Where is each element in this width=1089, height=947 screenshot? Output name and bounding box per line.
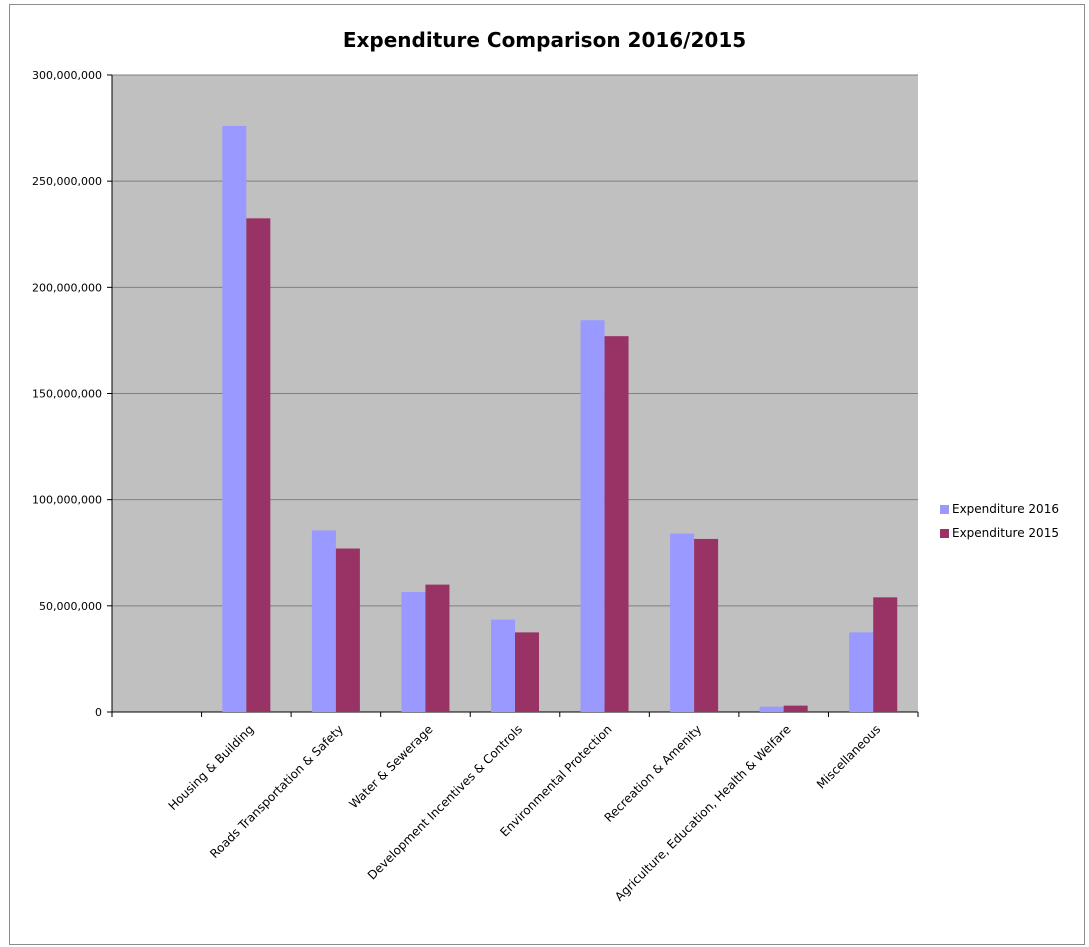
legend-label-2015: Expenditure 2015: [952, 526, 1059, 540]
category-label: Recreation & Amenity: [602, 722, 705, 825]
legend-swatch-2015: [940, 528, 949, 538]
bar-2015: [783, 705, 808, 712]
y-tick-label: 100,000,000: [32, 494, 102, 507]
legend-item-2016: Expenditure 2016: [940, 497, 1059, 521]
legend: Expenditure 2016 Expenditure 2015: [940, 497, 1059, 545]
bar-2016: [580, 320, 605, 712]
y-tick-label: 50,000,000: [39, 600, 102, 613]
bar-2015: [425, 584, 450, 712]
category-label: Miscellaneous: [814, 722, 883, 791]
bar-2015: [335, 548, 360, 712]
bar-2016: [849, 632, 874, 712]
bar-2016: [311, 530, 336, 712]
category-label: Water & Sewerage: [347, 722, 436, 811]
y-tick-label: 200,000,000: [32, 281, 102, 294]
bar-2015: [246, 218, 271, 712]
bar-2015: [604, 336, 629, 712]
y-tick-label: 150,000,000: [32, 388, 102, 401]
legend-label-2016: Expenditure 2016: [952, 502, 1059, 516]
y-tick-label: 300,000,000: [32, 69, 102, 82]
bar-2016: [759, 706, 784, 712]
y-tick-label: 0: [95, 706, 102, 719]
bar-2016: [222, 125, 247, 712]
bar-2015: [873, 597, 898, 712]
y-tick-label: 250,000,000: [32, 175, 102, 188]
bar-2016: [670, 533, 695, 712]
bar-2016: [401, 592, 426, 712]
category-label: Agriculture, Education, Health & Welfare: [612, 722, 794, 904]
bar-2016: [491, 619, 515, 712]
legend-item-2015: Expenditure 2015: [940, 521, 1059, 545]
category-label: Housing & Building: [166, 722, 257, 813]
chart-title: Expenditure Comparison 2016/2015: [342, 28, 747, 52]
bar-2015: [515, 632, 539, 712]
category-label: Development Incentives & Controls: [365, 722, 525, 882]
bar-2015: [694, 538, 719, 712]
legend-swatch-2016: [940, 504, 949, 514]
